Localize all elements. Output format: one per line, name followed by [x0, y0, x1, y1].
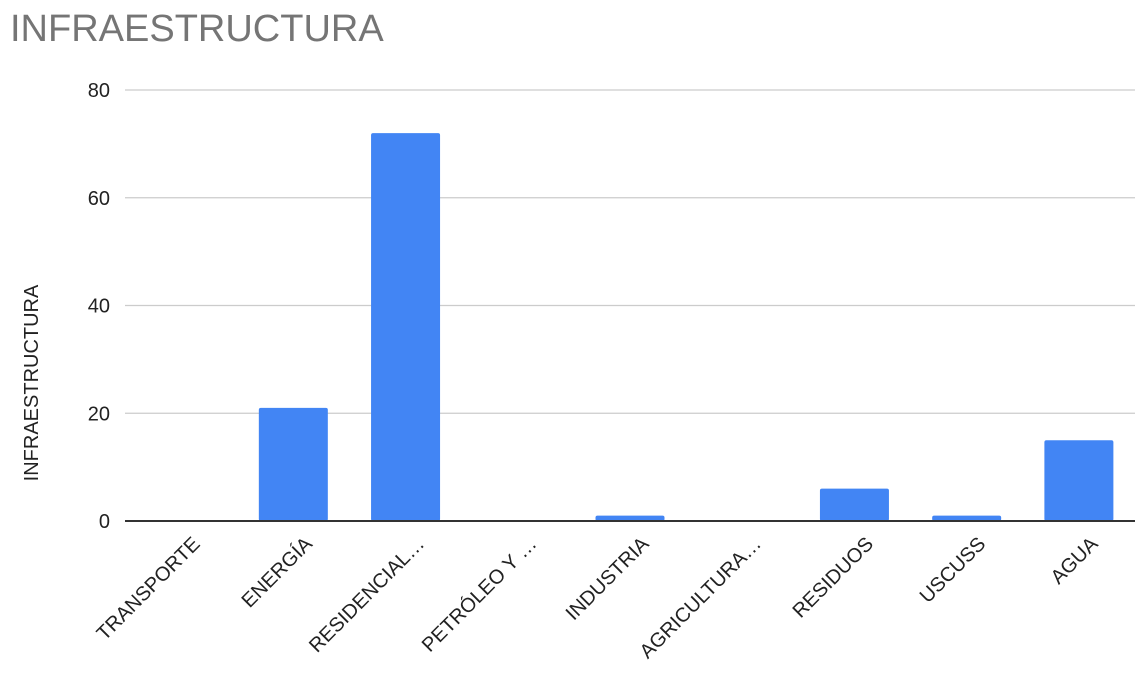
chart-title: INFRAESTRUCTURA [10, 8, 384, 50]
y-tick-label: 60 [88, 188, 110, 210]
y-tick-label: 40 [88, 296, 110, 318]
grid-lines [125, 89, 1135, 414]
x-tick-label: INDUSTRIA [562, 533, 654, 625]
bar [595, 515, 665, 521]
y-axis-ticks: 0 20 40 60 80 [88, 80, 110, 533]
y-tick-label: 0 [99, 511, 110, 533]
bar [819, 488, 889, 521]
y-tick-label: 20 [88, 403, 110, 425]
x-tick-label: AGRICULTURA… [636, 533, 766, 663]
x-tick-label: AGUA [1047, 533, 1103, 589]
x-tick-label: RESIDENCIAL… [305, 533, 429, 657]
bar [258, 407, 328, 521]
y-tick-label: 80 [88, 80, 110, 102]
bars [258, 133, 1114, 521]
x-tick-label: RESIDUOS [789, 533, 878, 622]
bar [1044, 440, 1114, 521]
bar [932, 515, 1002, 521]
x-tick-label: USCUSS [916, 533, 991, 608]
bar [371, 133, 441, 521]
x-tick-label: PETRÓLEO Y … [417, 532, 541, 656]
y-axis-label: INFRAESTRUCTURA [21, 284, 43, 481]
x-tick-label: ENERGÍA [237, 532, 317, 612]
x-tick-label: TRANSPORTE [93, 533, 205, 645]
